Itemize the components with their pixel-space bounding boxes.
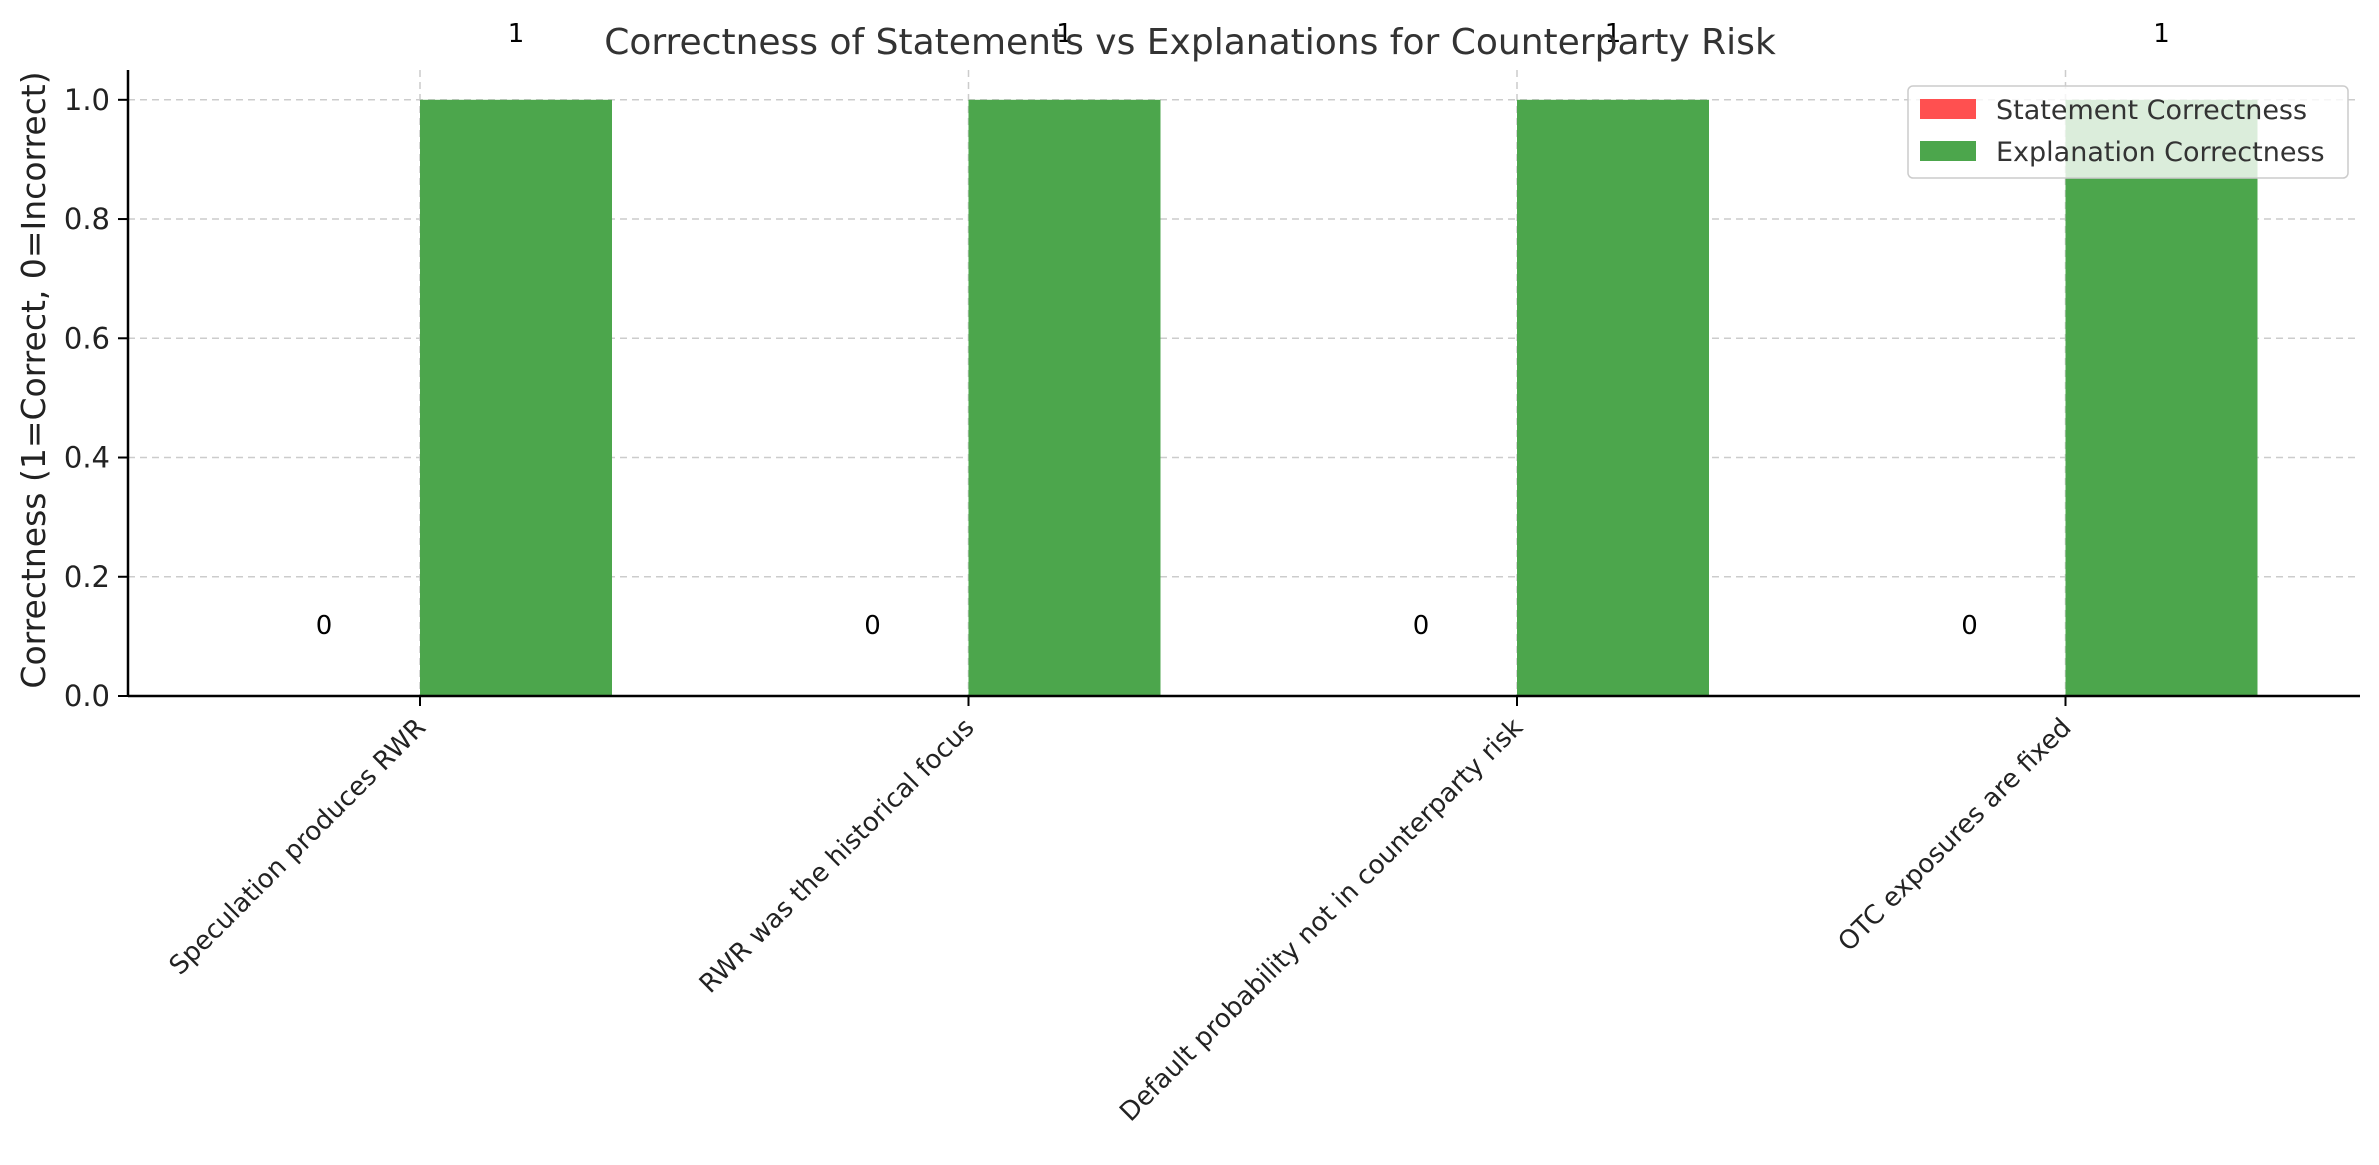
bar-value-label: 1 — [508, 19, 525, 49]
legend-box — [1907, 85, 2349, 179]
y-axis-label: Correctness (1=Correct, 0=Incorrect) — [14, 71, 53, 688]
bar-value-label: 1 — [2153, 19, 2170, 49]
bar-value-label: 1 — [1605, 19, 1622, 49]
legend: Statement Correctness Explanation Correct… — [1907, 85, 2349, 179]
x-category-label: Default probability not in counterparty … — [1114, 713, 1529, 1128]
x-category-label: RWR was the historical focus — [694, 713, 981, 1000]
legend-label: Statement Correctness — [1996, 95, 2307, 126]
bar-value-label: 0 — [1961, 611, 1978, 641]
bar-value-label: 0 — [1413, 611, 1430, 641]
bar-value-label: 0 — [316, 611, 333, 641]
bar-value-label: 0 — [864, 611, 881, 641]
y-tick-label: 0.8 — [64, 202, 110, 236]
y-tick-label: 0.0 — [64, 679, 110, 713]
x-category-label: Speculation produces RWR — [164, 713, 432, 981]
bars-layer — [420, 99, 2258, 697]
axes-layer — [118, 70, 2360, 706]
bar-explanation-correctness — [1517, 99, 1709, 697]
y-tick-label: 0.4 — [64, 441, 110, 475]
legend-swatch — [1920, 141, 1976, 161]
bar-explanation-correctness — [968, 99, 1161, 697]
y-tick-label: 1.0 — [64, 83, 110, 117]
bar-explanation-correctness — [420, 99, 612, 697]
y-tick-label: 0.6 — [64, 321, 110, 355]
legend-swatch — [1920, 99, 1976, 119]
x-category-label: OTC exposures are fixed — [1833, 713, 2078, 958]
bar-value-label: 1 — [1056, 19, 1073, 49]
chart-title: Correctness of Statements vs Explanation… — [604, 22, 1776, 63]
legend-label: Explanation Correctness — [1996, 137, 2325, 168]
y-tick-label: 0.2 — [64, 560, 110, 594]
bar-explanation-correctness — [2065, 99, 2258, 697]
